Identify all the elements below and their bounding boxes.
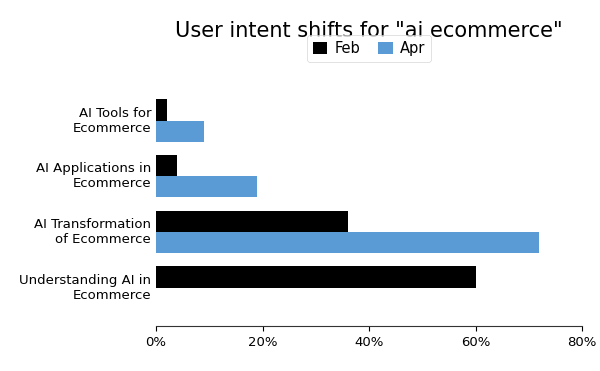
Bar: [156, 155, 178, 176]
Bar: [156, 99, 167, 121]
Bar: [156, 232, 539, 253]
Title: User intent shifts for "ai ecommerce": User intent shifts for "ai ecommerce": [175, 21, 563, 41]
Bar: [156, 266, 476, 288]
Bar: [156, 211, 348, 232]
Legend: Feb, Apr: Feb, Apr: [307, 35, 431, 62]
Bar: [156, 121, 204, 142]
Bar: [156, 176, 257, 197]
